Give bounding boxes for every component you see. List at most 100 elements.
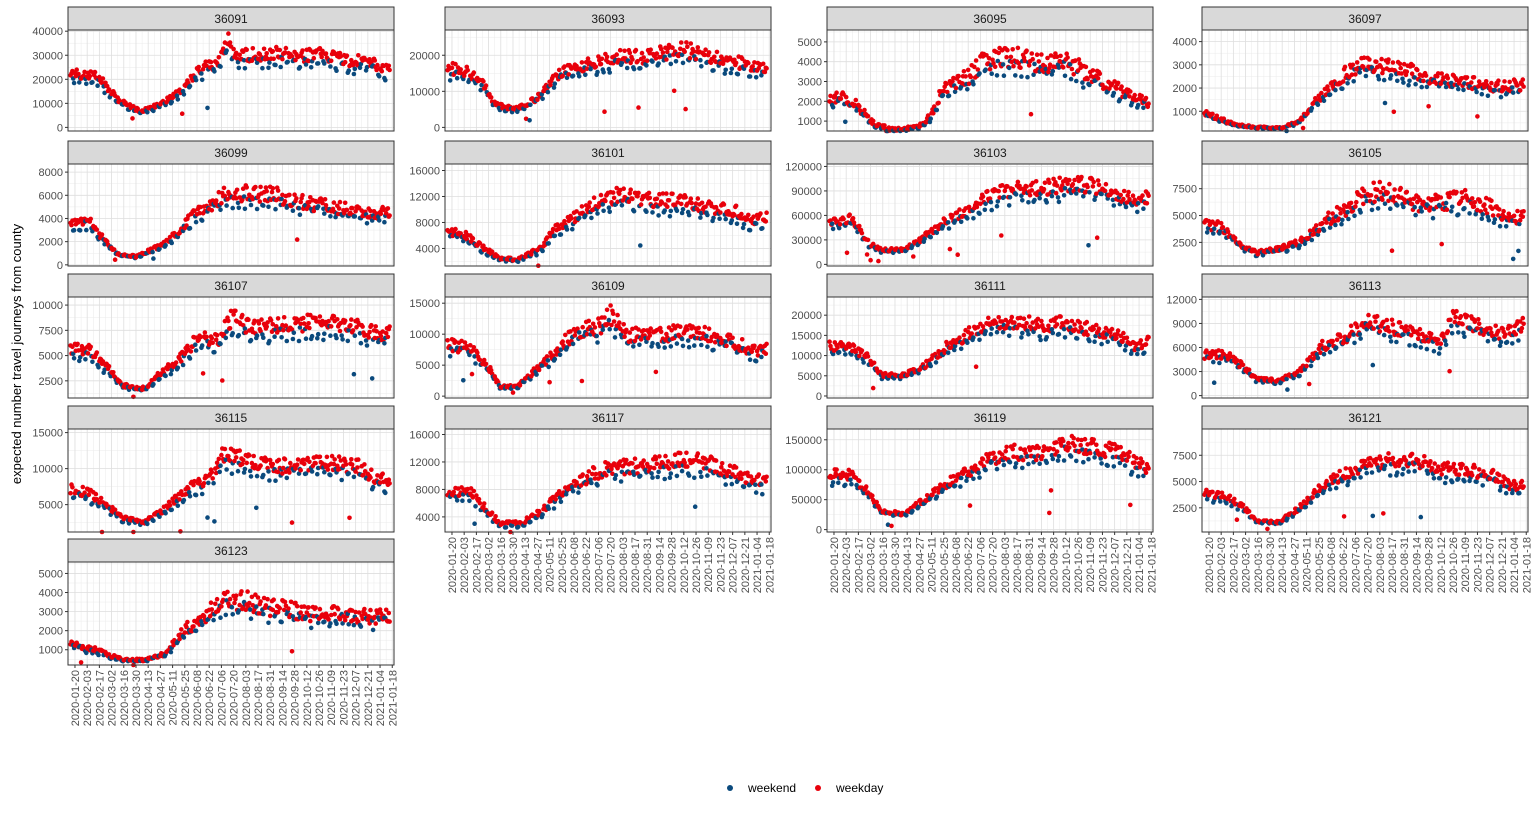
point-weekend xyxy=(254,333,260,339)
point-weekday xyxy=(1354,60,1360,65)
point-weekend xyxy=(662,345,667,350)
point-weekday xyxy=(730,335,735,341)
y-tick-label: 2500 xyxy=(39,376,63,388)
point-weekday xyxy=(733,60,739,66)
point-weekday xyxy=(1361,188,1367,194)
point-weekend xyxy=(1044,200,1049,205)
point-weekend xyxy=(994,203,1000,209)
point-weekday xyxy=(827,339,832,345)
point-weekend xyxy=(1401,80,1406,85)
point-weekend xyxy=(958,219,964,225)
point-weekday xyxy=(980,194,986,199)
point-weekend xyxy=(1074,78,1079,84)
point-weekend xyxy=(199,77,205,83)
point-weekday xyxy=(630,57,635,62)
point-weekend xyxy=(1135,351,1140,357)
point-weekday xyxy=(367,329,372,335)
y-tick-label: 15000 xyxy=(409,298,440,310)
point-weekend xyxy=(1485,93,1491,99)
point-weekday xyxy=(945,89,950,95)
point-weekday xyxy=(876,258,881,264)
point-weekday xyxy=(746,60,751,66)
point-weekday xyxy=(469,371,475,377)
point-weekday xyxy=(746,212,751,218)
point-weekend xyxy=(1474,89,1479,95)
point-weekday xyxy=(1018,65,1023,70)
point-weekend xyxy=(1412,75,1417,80)
point-weekday xyxy=(453,226,458,232)
point-weekend xyxy=(1211,231,1216,236)
point-weekday xyxy=(283,323,289,328)
point-weekend xyxy=(297,64,303,70)
point-weekend xyxy=(447,354,453,359)
point-weekday xyxy=(1130,193,1136,198)
point-weekday xyxy=(1115,328,1121,333)
facet-strip-label: 36113 xyxy=(1349,279,1382,293)
point-weekday xyxy=(961,69,967,74)
point-weekend xyxy=(612,335,618,340)
point-weekday xyxy=(301,315,306,321)
point-weekend xyxy=(1395,203,1400,208)
point-weekday xyxy=(282,199,288,204)
point-weekend xyxy=(241,57,247,63)
point-weekend xyxy=(988,199,994,205)
y-tick-label: 5000 xyxy=(39,351,63,363)
facet-strip-label: 36101 xyxy=(591,146,625,160)
point-weekday xyxy=(1126,189,1131,195)
point-weekend xyxy=(382,219,387,225)
point-weekday xyxy=(360,324,365,329)
point-weekday xyxy=(1083,64,1089,70)
facet-panel: 36109 0 5000 10000 15000 xyxy=(409,273,772,403)
point-weekday xyxy=(281,315,287,320)
point-weekday xyxy=(1423,73,1429,78)
y-tick-label: 10000 xyxy=(791,351,822,363)
point-weekend xyxy=(83,357,88,362)
point-weekday xyxy=(250,46,256,51)
point-weekend xyxy=(698,215,703,220)
point-weekday xyxy=(173,360,179,365)
point-weekend xyxy=(461,378,466,383)
point-weekend xyxy=(84,81,89,87)
point-weekend xyxy=(982,207,988,213)
point-weekday xyxy=(560,73,565,79)
point-weekday xyxy=(335,317,340,322)
point-weekend xyxy=(861,360,866,365)
point-weekend xyxy=(1081,85,1086,90)
point-weekday xyxy=(282,50,288,55)
point-weekend xyxy=(607,209,612,215)
point-weekend xyxy=(175,365,181,371)
point-weekday xyxy=(374,67,379,73)
point-weekday xyxy=(598,61,604,67)
point-weekday xyxy=(344,53,350,58)
point-weekend xyxy=(224,48,229,53)
y-tick-label: 4000 xyxy=(39,213,63,225)
point-weekday xyxy=(1398,65,1403,71)
point-weekday xyxy=(646,190,652,196)
y-tick-label: 12000 xyxy=(409,191,440,203)
point-weekday xyxy=(94,350,100,355)
point-weekday xyxy=(871,360,877,366)
point-weekday xyxy=(617,47,623,53)
point-weekend xyxy=(1092,339,1097,345)
point-weekday xyxy=(857,103,862,109)
point-weekday xyxy=(348,323,353,328)
point-weekday xyxy=(471,70,477,75)
point-weekday xyxy=(682,49,687,55)
point-weekday xyxy=(1121,330,1126,336)
point-weekend xyxy=(296,338,302,344)
point-weekday xyxy=(664,191,669,196)
point-weekday xyxy=(1371,180,1376,186)
point-weekday xyxy=(1076,57,1082,62)
point-weekday xyxy=(859,230,865,236)
point-weekend xyxy=(1211,226,1217,231)
point-weekday xyxy=(196,64,201,70)
point-weekend xyxy=(1376,76,1382,82)
point-weekend xyxy=(1510,256,1516,262)
point-weekday xyxy=(449,65,455,71)
point-weekday xyxy=(1009,314,1015,320)
y-tick-label: 4000 xyxy=(798,57,822,69)
point-weekend xyxy=(650,210,655,215)
point-weekend xyxy=(1419,209,1424,214)
y-tick-label: 7500 xyxy=(1173,184,1197,196)
point-weekend xyxy=(989,71,994,76)
